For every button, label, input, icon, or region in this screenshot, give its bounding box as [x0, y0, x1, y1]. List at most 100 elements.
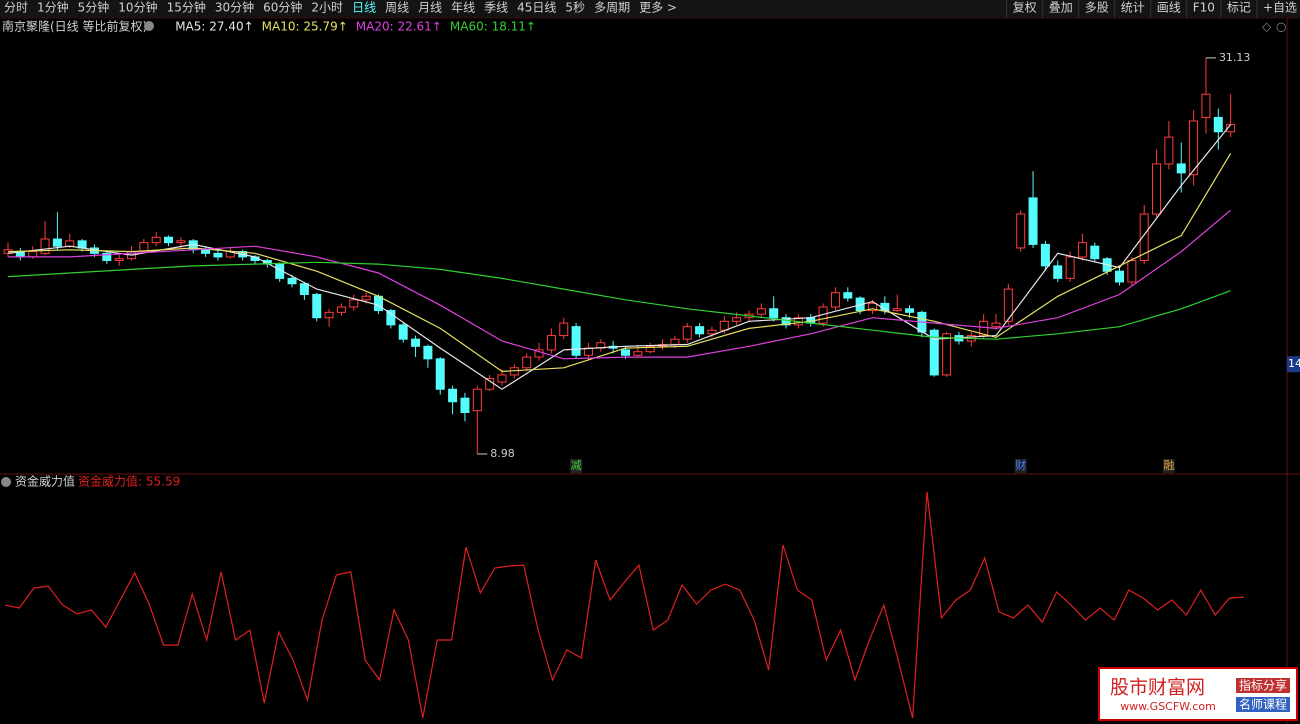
icon[interactable]: ◇ [1262, 20, 1272, 34]
candle-body [1201, 93, 1211, 118]
period-tab[interactable]: 1分钟 [37, 0, 69, 15]
tool-button[interactable]: 多股 [1085, 1, 1109, 15]
tool-button[interactable]: 统计 [1121, 1, 1145, 15]
event-marker: 融 [1163, 459, 1174, 472]
period-tab[interactable]: 10分钟 [118, 0, 157, 15]
period-tab[interactable]: 月线 [418, 1, 442, 15]
period-tab[interactable]: 45日线 [517, 1, 556, 15]
toolbar-bg [0, 0, 1300, 18]
candle-body [1053, 265, 1063, 279]
legend-entry: MA20: 22.61↑ [356, 20, 442, 34]
candle-body [176, 240, 186, 244]
candle-body [929, 329, 939, 376]
candle-body [670, 338, 680, 346]
candle-body [423, 345, 433, 360]
menu-icon[interactable] [1, 477, 11, 487]
tool-button[interactable]: 叠加 [1049, 1, 1073, 15]
period-tab[interactable]: 周线 [385, 1, 409, 15]
candle-body [386, 310, 396, 326]
candle-body [756, 308, 766, 315]
candle-body [892, 308, 902, 312]
period-tab[interactable]: 季线 [484, 1, 508, 15]
candle-body [312, 293, 322, 319]
period-tab[interactable]: 5分钟 [78, 0, 110, 15]
indicator-title: 资金威力值 [15, 474, 75, 489]
period-tab[interactable]: 5秒 [565, 1, 585, 15]
period-tab[interactable]: 15分钟 [167, 0, 206, 15]
candle-body [1189, 120, 1199, 176]
candle-body [102, 252, 112, 261]
candle-body [460, 397, 470, 413]
tool-button[interactable]: F10 [1193, 1, 1215, 15]
candle-body [621, 349, 630, 356]
candle-body [546, 335, 556, 351]
period-tab[interactable]: 日线 [352, 1, 376, 15]
candle-body [1164, 136, 1174, 165]
candle-body [435, 358, 445, 390]
period-tab[interactable]: 多周期 [594, 1, 630, 15]
period-tab[interactable]: 2小时 [311, 1, 343, 15]
candle-body [139, 242, 149, 253]
candle-body [398, 324, 408, 340]
candle-body [40, 238, 50, 254]
chart-title: 南京聚隆(日线 等比前复权) [2, 19, 147, 34]
candle-body [559, 322, 569, 337]
candle-body [287, 277, 297, 285]
ma-line [8, 209, 1231, 360]
candle-body [448, 388, 458, 403]
watermark-tag: 指标分享 [1239, 678, 1287, 693]
event-bg [570, 459, 583, 473]
candle-body [1115, 270, 1124, 283]
candle-body [114, 258, 124, 261]
period-tab[interactable]: 30分钟 [215, 0, 254, 15]
candle-body [28, 251, 38, 258]
candle-body [571, 326, 581, 356]
event-bg [1014, 459, 1027, 473]
event-marker: 财 [1015, 458, 1026, 472]
candle-body [411, 338, 421, 347]
legend-entry: MA10: 25.79↑ [262, 20, 348, 34]
tag-bg [1236, 697, 1290, 712]
candle-body [942, 333, 952, 376]
candle-body [781, 317, 791, 326]
candle-body [1003, 288, 1013, 322]
candle-body [991, 322, 1001, 328]
icon[interactable]: ○ [1276, 20, 1286, 34]
candle-body [336, 306, 346, 313]
candle-body [1152, 163, 1162, 215]
candle-body [1040, 243, 1050, 267]
candle-body [719, 320, 729, 331]
low-label: 8.98 [490, 447, 515, 460]
y-tick-bg [1287, 356, 1300, 373]
menu-icon[interactable] [144, 21, 154, 31]
indicator-line [4, 491, 1245, 719]
candle-body [324, 311, 334, 319]
candle-body [497, 374, 507, 383]
legend-entry: MA5: 27.40↑ [175, 20, 253, 34]
tool-button[interactable]: 标记 [1227, 1, 1251, 15]
candle-body [349, 299, 359, 308]
ma-line [7, 261, 1231, 340]
legend-entry: MA60: 18.11↑ [450, 20, 536, 34]
period-tab[interactable]: 60分钟 [263, 0, 302, 15]
tool-button[interactable]: +自选 [1263, 1, 1297, 15]
period-tab[interactable]: 分时 [4, 1, 28, 15]
watermark: 股市财富网 指标分享 名师课程 www.GSCFW.com [1098, 667, 1298, 721]
candle-body [830, 292, 840, 308]
event-marker: 减 [571, 459, 582, 472]
candle-body [633, 351, 643, 356]
tool-button[interactable]: 复权 [1013, 1, 1037, 15]
candle-body [1016, 213, 1026, 249]
watermark-tag: 名师课程 [1239, 697, 1287, 712]
candle-body [522, 356, 532, 369]
candle-body [534, 349, 544, 358]
tool-button[interactable]: 画线 [1157, 1, 1181, 15]
candle-body [1065, 256, 1075, 279]
period-tab[interactable]: 年线 [451, 1, 475, 15]
candle-body [164, 236, 174, 244]
watermark-url: www.GSCFW.com [1120, 700, 1216, 713]
candle-body [361, 295, 371, 301]
candle-body [52, 238, 62, 247]
period-tab[interactable]: 更多 > [639, 1, 677, 15]
